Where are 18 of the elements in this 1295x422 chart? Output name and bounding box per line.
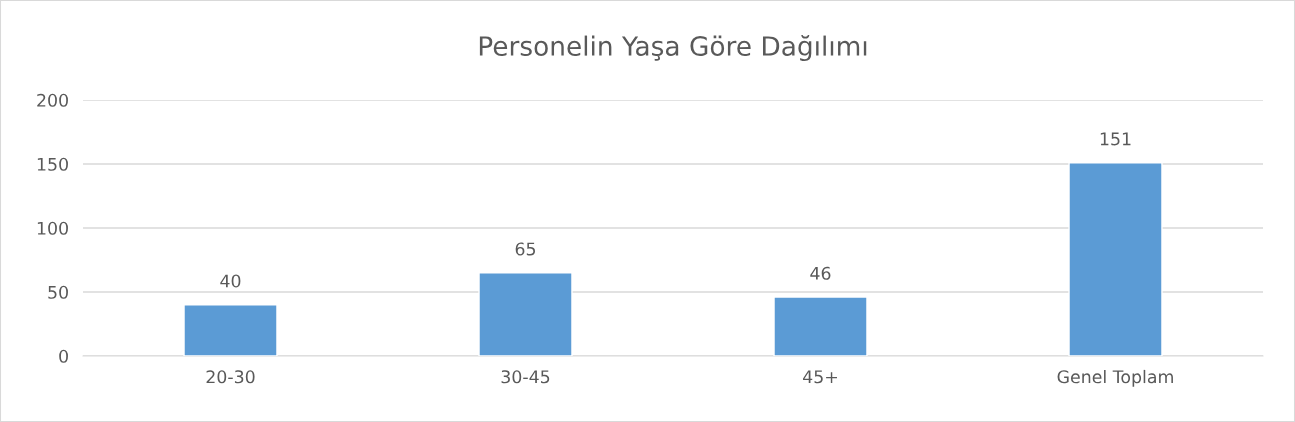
data-label: 65 — [515, 242, 536, 256]
data-label: 151 — [1100, 132, 1131, 146]
y-tick-label: 100 — [37, 221, 68, 235]
x-tick-label: Genel Toplam — [1057, 369, 1173, 387]
y-tick-label: 150 — [37, 157, 68, 171]
bar — [478, 272, 573, 356]
y-tick-label: 50 — [48, 285, 68, 299]
y-tick-label: 200 — [37, 93, 68, 107]
y-tick-label: 0 — [59, 349, 68, 363]
x-tick-label: 20-30 — [206, 370, 255, 384]
x-tick-label: 45+ — [803, 370, 837, 384]
bar — [1068, 162, 1163, 356]
x-tick-label: 30-45 — [501, 370, 550, 384]
chart-title: Personelin Yaşa Göre Dağılımı — [479, 34, 867, 62]
bar — [183, 304, 278, 356]
bar — [773, 296, 868, 356]
data-label: 40 — [220, 274, 241, 288]
data-label: 46 — [810, 266, 831, 280]
